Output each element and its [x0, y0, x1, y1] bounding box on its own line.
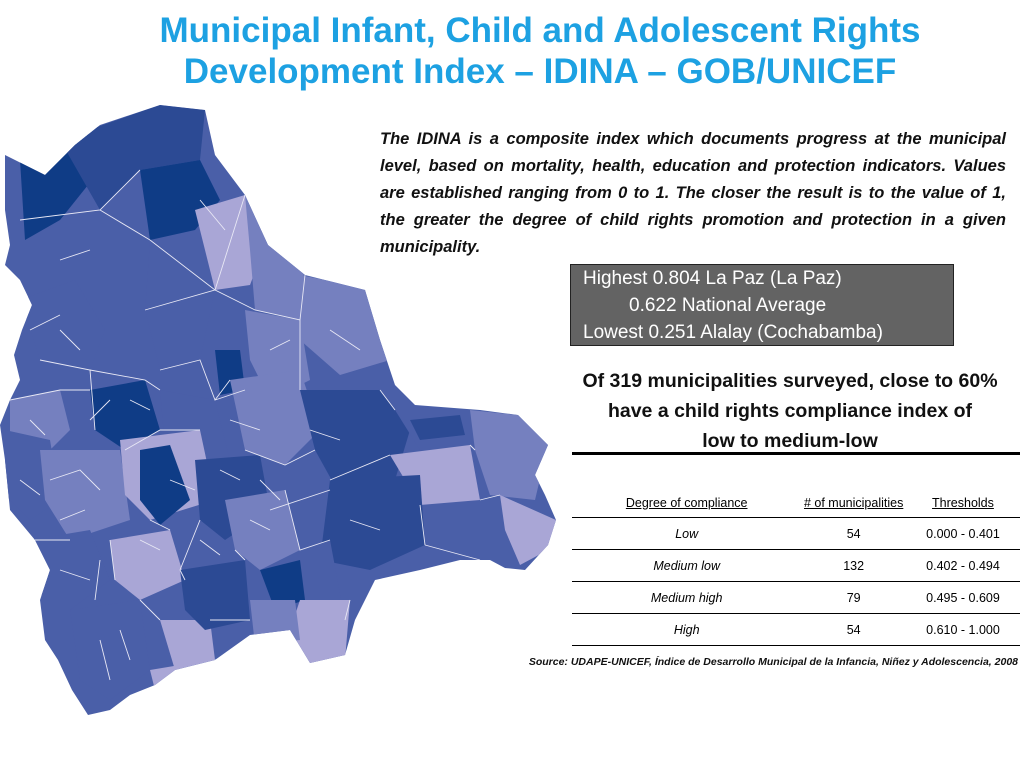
table-row: Medium low 132 0.402 - 0.494 [572, 549, 1020, 582]
cell-degree: Medium high [572, 581, 802, 614]
header-thresholds: Thresholds [905, 455, 1020, 518]
region-lapaz-north [20, 280, 105, 370]
region-chaco-north [320, 475, 425, 570]
cell-threshold: 0.610 - 1.000 [905, 613, 1020, 646]
cell-threshold: 0.402 - 0.494 [905, 549, 1020, 582]
summary-line-1: Of 319 municipalities surveyed, close to… [582, 370, 998, 392]
table-top-rule [572, 452, 1020, 455]
region-santacruz-north [300, 390, 410, 495]
region-altiplano [40, 450, 130, 540]
cell-degree: Low [572, 517, 802, 550]
cell-count: 54 [801, 517, 906, 550]
region-southeast [500, 495, 556, 565]
region-tarija-dark [260, 560, 305, 610]
region-ne-strip [410, 415, 465, 440]
region-tarija [250, 600, 300, 645]
region-potosi-se [160, 620, 215, 670]
region-potosi-east [180, 560, 250, 630]
title-line-1: Municipal Infant, Child and Adolescent R… [159, 11, 921, 50]
stat-lowest: Lowest 0.251 Alalay (Cochabamba) [583, 322, 883, 343]
cell-degree: High [572, 613, 802, 646]
region-beni-center [145, 240, 215, 370]
title-line-2: Development Index – IDINA – GOB/UNICEF [183, 52, 897, 91]
page-title: Municipal Infant, Child and Adolescent R… [60, 10, 1020, 92]
table-row: Low 54 0.000 - 0.401 [572, 517, 1020, 550]
municipal-borders [9, 169, 501, 681]
region-cochabamba-east [230, 370, 320, 465]
idina-description: The IDINA is a composite index which doc… [380, 130, 1006, 256]
cell-count: 132 [801, 549, 906, 582]
region-chuquisaca-south [225, 490, 300, 570]
region-potosi-south [70, 600, 150, 700]
stat-highest: Highest 0.804 La Paz (La Paz) [583, 268, 842, 289]
region-tarija-east [290, 600, 350, 663]
region-lapaz-center [90, 380, 160, 450]
table-row: High 54 0.610 - 1.000 [572, 613, 1020, 646]
header-degree: Degree of compliance [572, 455, 802, 518]
cell-count: 54 [801, 613, 906, 646]
stat-national-average: 0.622 National Average [629, 295, 827, 316]
region-potosi-center [110, 530, 185, 600]
compliance-table: Degree of compliance # of municipalities… [572, 455, 1020, 646]
summary-statement: Of 319 municipalities surveyed, close to… [560, 366, 1020, 456]
summary-line-2: have a child rights compliance index of [607, 400, 973, 422]
source-citation: Source: UDAPE-UNICEF, Índice de Desarrol… [528, 656, 1018, 668]
region-beni-east [300, 275, 390, 375]
index-stats-box: Highest 0.804 La Paz (La Paz) 0.622 Nati… [570, 264, 954, 346]
table-header-row: Degree of compliance # of municipalities… [572, 455, 1020, 518]
header-count: # of municipalities [801, 455, 906, 518]
cell-threshold: 0.495 - 0.609 [905, 581, 1020, 614]
region-chuquisaca-dark [140, 445, 190, 525]
cell-threshold: 0.000 - 0.401 [905, 517, 1020, 550]
region-potosi-west [30, 530, 110, 610]
region-east-border [470, 410, 548, 500]
cell-degree: Medium low [572, 549, 802, 582]
table-row: Medium high 79 0.495 - 0.609 [572, 581, 1020, 614]
bolivia-choropleth-map [0, 105, 556, 715]
cell-count: 79 [801, 581, 906, 614]
region-north-tip [60, 105, 205, 210]
summary-line-3: low to medium-low [702, 430, 878, 452]
